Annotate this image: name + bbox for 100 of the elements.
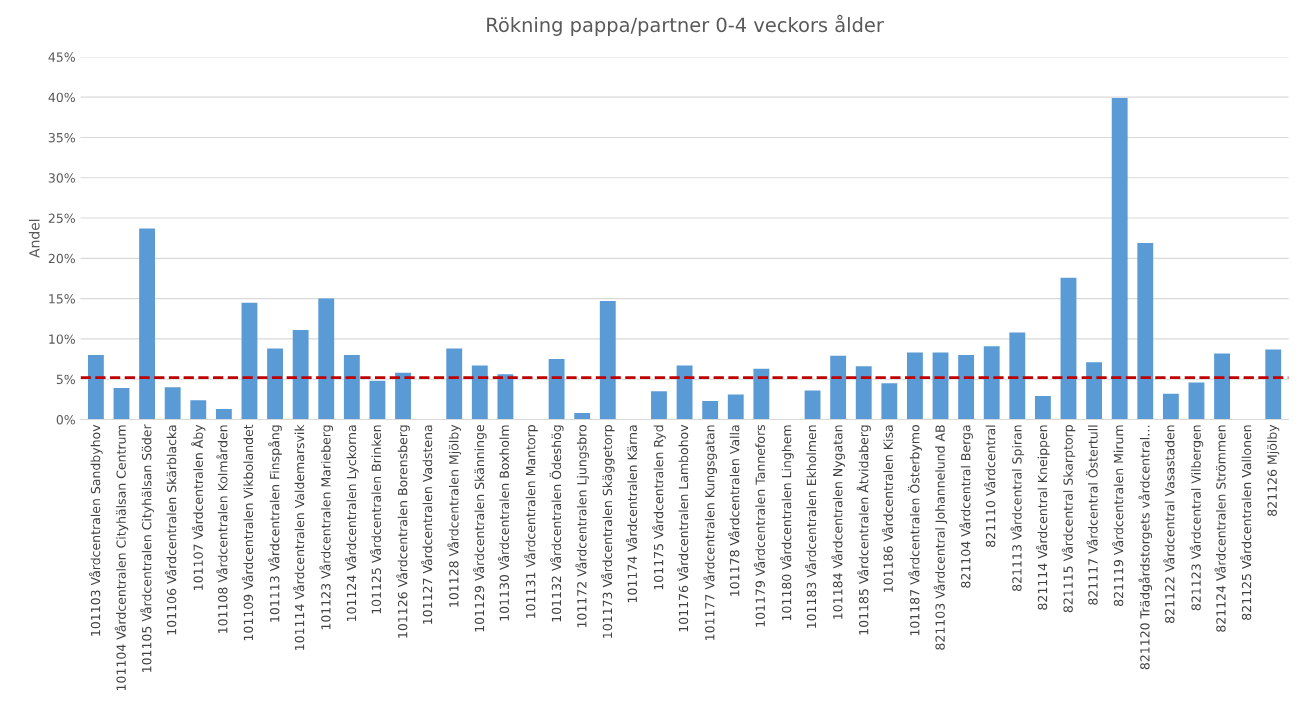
bar — [702, 400, 719, 420]
x-tick-label: 101113 Vårdcentralen Finspång — [268, 425, 282, 622]
bar — [1137, 243, 1154, 420]
bar — [1162, 393, 1179, 420]
x-tick-label: 101183 Vårdcentralen Ekholmen — [805, 425, 817, 628]
y-tick-label: 35% — [48, 132, 75, 143]
x-tick-label: 101124 Vårdcentralen Lyckorna — [345, 425, 359, 622]
bar — [395, 372, 411, 420]
bar — [1086, 362, 1103, 420]
bar — [190, 400, 207, 420]
x-tick-label: 101128 Vårdcentralen Mjölby — [447, 424, 462, 607]
x-tick-label: 101107 Vårdcentralen Åby — [191, 424, 206, 590]
bar — [497, 374, 514, 420]
bar — [1060, 277, 1077, 420]
bar — [267, 348, 283, 420]
y-tick-label: 10% — [49, 334, 75, 344]
x-tick-label: 101131 Vårdcentralen Mantorp — [524, 425, 538, 618]
y-tick-label: 5% — [56, 374, 75, 385]
x-tick-label: 821110 Vårdcentral — [984, 425, 996, 547]
y-tick-label: 40% — [48, 92, 75, 103]
x-tick-label: 821115 Vårdcentral Skarptorp — [1061, 425, 1076, 613]
x-tick-label: 101125 Vårdcentralen Brinken — [369, 425, 382, 614]
bar — [753, 368, 770, 420]
x-tick-label: 821120 Trädgårdstorgets vårdcentral… — [1138, 425, 1153, 670]
x-tick-label: 101187 Vårdcentralen Österbymo — [907, 425, 922, 636]
bar — [343, 355, 360, 420]
x-tick-label: 101186 Vårdcentralen Kisa — [881, 425, 893, 592]
x-tick-label: 101114 Vårdcentralen Valdemarsvik — [293, 424, 305, 650]
x-tick-label: 101106 Vårdcentralen Skärblacka — [165, 425, 177, 635]
bar — [139, 228, 156, 420]
bar — [164, 387, 181, 420]
bar — [471, 365, 488, 420]
x-tick-label: 821117 Vårdcentral Östertull — [1086, 425, 1098, 605]
x-tick-label: 101108 Vårdcentralen Kolmården — [216, 425, 228, 634]
bar — [548, 359, 565, 420]
y-tick-label: 30% — [48, 173, 75, 183]
bar — [241, 302, 258, 420]
x-tick-label: 101126 Vårdcentralen Borensberg — [396, 425, 410, 638]
y-tick-label: 20% — [48, 253, 75, 264]
bar — [113, 388, 130, 420]
bar — [906, 352, 923, 420]
x-tick-label: 101174 Vårdcentralen Kärna — [625, 425, 638, 603]
x-tick-label: 821113 Vårdcentral Spiran — [1010, 425, 1025, 591]
bar — [1265, 349, 1282, 420]
x-tick-label: 821104 Vårdcentral Berga — [959, 425, 973, 588]
x-tick-label: 821125 Vårdcentralen Vallonen — [1240, 425, 1252, 620]
bar — [369, 380, 386, 420]
x-tick-label: 101184 Vårdcentralen Nygatan — [831, 425, 845, 619]
bar — [215, 409, 232, 420]
bar — [804, 390, 821, 420]
bar — [651, 391, 667, 420]
bar — [87, 355, 104, 420]
x-tick-label: 101175 Vårdcentralen Ryd — [652, 425, 666, 590]
x-tick-label: 101105 Vårdcentralen Cityhälsan Söder — [140, 424, 154, 672]
bar — [855, 366, 872, 420]
x-tick-label: 101132 Vårdcentralen Ödeshög — [549, 425, 564, 622]
x-tick-label: 821114 Vårdcentral Kneippen — [1036, 425, 1050, 610]
bar — [574, 413, 591, 420]
y-tick-label: 0% — [56, 414, 75, 425]
x-tick-label: 101178 Vårdcentralen Valla — [728, 425, 740, 596]
bar — [1214, 353, 1230, 420]
chart-title: Rökning pappa/partner 0-4 veckors ålder — [487, 14, 884, 36]
bar — [830, 355, 847, 420]
bar — [881, 383, 898, 420]
bar — [958, 355, 975, 420]
x-tick-label: 101104 Vårdcentralen Cityhälsan Centrum — [114, 425, 129, 691]
x-tick-label: 821126 Mjölby — [1267, 424, 1280, 516]
x-tick-label: 821122 Vårdcentral Vasastaden — [1163, 425, 1175, 623]
x-tick-label: 101172 Vårdcentralen Ljungsbro — [575, 425, 589, 628]
bar — [1188, 382, 1205, 420]
bar — [1111, 97, 1128, 420]
x-tick-label: 821124 Vårdcentralen Strömmen — [1214, 425, 1226, 632]
y-tick-label: 25% — [48, 213, 75, 223]
bar — [727, 394, 744, 420]
bar — [599, 301, 616, 420]
x-tick-label: 101173 Vårdcentralen Skäggetorp — [601, 425, 615, 638]
bar — [1009, 332, 1026, 420]
bar — [932, 352, 949, 420]
x-tick-label: 101177 Vårdcentralen Kungsgatan — [703, 425, 717, 640]
x-tick-label: 101176 Vårdcentralen Lambohov — [677, 424, 689, 632]
bar — [983, 346, 1000, 420]
x-tick-label: 101127 Vårdcentralen Vadstena — [421, 425, 433, 624]
x-tick-label: 101179 Vårdcentralen Tannefors — [753, 424, 765, 627]
x-tick-label: 821119 Vårdcentralen Mirum — [1112, 425, 1124, 607]
y-axis-title: Andel — [28, 219, 40, 258]
x-tick-label: 101103 Vårdcentralen Sandbyhov — [89, 424, 103, 636]
x-tick-label: 101130 Vårdcentralen Boxholm — [497, 425, 510, 621]
x-tick-label: 101180 Vårdcentralen Linghem — [780, 425, 794, 621]
bar — [446, 348, 463, 420]
bar — [318, 298, 335, 420]
bar — [1034, 396, 1051, 420]
y-tick-label: 45% — [48, 52, 75, 62]
y-tick-label: 15% — [49, 294, 75, 304]
x-tick-label: 101129 Vårdcentralen Skänninge — [473, 425, 487, 632]
x-tick-label: 821123 Vårdcentral Vilbergen — [1189, 425, 1204, 611]
x-tick-label: 101123 Vårdcentralen Marieberg — [319, 425, 334, 630]
bar — [292, 330, 309, 420]
x-tick-label: 821103 Vårdcentral Johannelund AB — [933, 425, 948, 650]
x-tick-label: 101185 Vårdcentralen Åtvidaberg — [856, 425, 871, 635]
x-tick-label: 101109 Vårdcentralen Vikbolandet — [241, 424, 254, 641]
